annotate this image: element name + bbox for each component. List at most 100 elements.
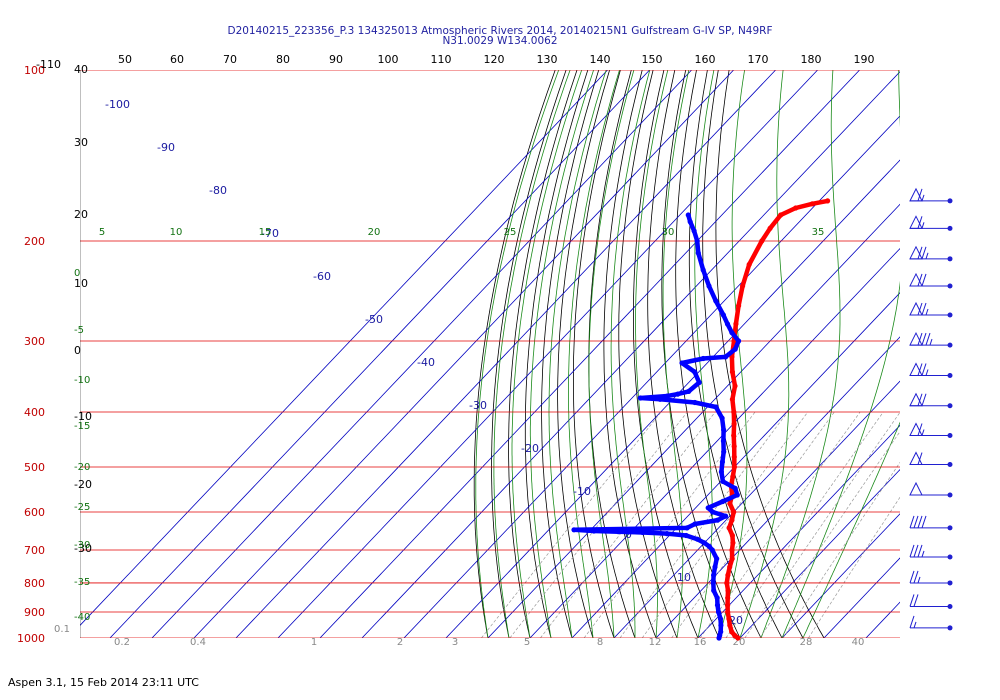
isotherm xyxy=(403,115,900,638)
isotherm-label: -50 xyxy=(365,313,383,326)
theta-top-label: 50 xyxy=(118,53,132,66)
wind-barb-full xyxy=(909,594,915,607)
temperature-point xyxy=(731,454,737,460)
left-temp-label: -20 xyxy=(74,478,92,491)
dewpoint-point xyxy=(664,531,670,537)
wind-barb-full xyxy=(917,452,923,465)
isotherm-label: -10 xyxy=(573,485,591,498)
wind-barb-full xyxy=(917,515,923,529)
wind-barb-half xyxy=(921,194,925,202)
isotherm-label: -30 xyxy=(469,399,487,412)
pressure-label: 100 xyxy=(24,64,45,77)
dewpoint-point xyxy=(679,360,685,366)
moist-adiabat xyxy=(781,70,900,638)
moist-adiabat-label: 25 xyxy=(504,227,517,238)
wind-barb-half xyxy=(925,252,929,259)
temperature-point xyxy=(729,556,735,562)
dewpoint-point xyxy=(692,521,698,527)
moist-adiabat xyxy=(529,70,594,638)
temperature-point xyxy=(740,283,746,289)
wind-barb-full xyxy=(917,188,923,202)
isotherm xyxy=(80,70,608,626)
wind-barb-pennant xyxy=(909,392,923,407)
wind-barb xyxy=(909,451,953,468)
dewpoint-point xyxy=(713,404,719,410)
wind-barb-full xyxy=(921,273,927,287)
dewpoint-point xyxy=(711,587,717,594)
pressure-label: 600 xyxy=(24,506,45,519)
moist-adiabat xyxy=(802,421,900,638)
wind-barb-full xyxy=(917,393,923,406)
isotherm-label: -60 xyxy=(313,270,331,283)
dry-adiabat xyxy=(557,70,610,638)
theta-top-label: 170 xyxy=(748,53,769,66)
dewpoint-point xyxy=(709,547,715,553)
isotherm-label: -70 xyxy=(261,227,279,240)
mixing-ratio-label: 3 xyxy=(452,637,458,648)
wind-barb-full xyxy=(921,393,927,406)
dewpoint-point xyxy=(684,525,690,531)
isotherm xyxy=(908,70,1000,638)
temperature-point xyxy=(725,572,731,578)
dewpoint-point xyxy=(692,399,698,406)
dewpoint-point xyxy=(718,629,724,635)
dewpoint-point xyxy=(675,391,681,397)
temperature-point xyxy=(730,540,736,546)
temperature-point xyxy=(732,383,738,389)
wind-barb-pennant xyxy=(909,272,923,287)
temperature-point xyxy=(793,205,799,211)
isotherm-label: -40 xyxy=(417,356,435,369)
theta-top-label: 190 xyxy=(854,53,875,66)
mixing-ratio-label: 20 xyxy=(733,637,746,648)
dewpoint-point xyxy=(615,529,622,535)
dry-adiabat xyxy=(603,70,657,638)
moist-adiabat xyxy=(511,70,583,638)
wind-barb xyxy=(909,215,953,231)
wind-barb-full xyxy=(913,570,919,584)
dewpoint-point xyxy=(700,355,706,362)
mixing-ratio-label: 0.2 xyxy=(114,637,130,648)
wind-barb-pennant xyxy=(909,301,923,316)
wind-barb-full xyxy=(909,544,915,558)
dewpoint-point xyxy=(706,283,712,289)
wind-barb-half xyxy=(925,308,929,316)
temperature-point xyxy=(727,564,733,570)
wind-barb-full xyxy=(921,246,927,259)
mixing-ratio-label: 16 xyxy=(694,637,707,648)
left-green-label: -5 xyxy=(74,325,84,336)
dry-adiabat xyxy=(702,70,804,638)
temperature-point xyxy=(729,532,736,539)
wind-barb-full xyxy=(917,423,923,436)
chart-title-line1: D20140215_223356_P.3 134325013 Atmospher… xyxy=(227,25,772,37)
theta-top-label: 60 xyxy=(170,53,184,66)
mixing-ratio-label: 5 xyxy=(524,637,530,648)
theta-top-label: 130 xyxy=(537,53,558,66)
mixing-ratio-label: 1 xyxy=(311,637,317,648)
isotherm xyxy=(781,513,900,638)
dewpoint-point xyxy=(695,250,701,256)
temperature-point xyxy=(729,547,735,553)
dry-adiabat xyxy=(647,70,720,638)
temperature-point xyxy=(759,238,765,244)
temperature-point xyxy=(731,409,737,415)
dewpoint-point xyxy=(694,536,701,542)
dewpoint-point xyxy=(692,369,698,375)
dry-adiabat xyxy=(675,70,762,638)
temperature-point xyxy=(724,580,730,586)
isotherm-label: 20 xyxy=(729,614,743,627)
wind-barb-pennant xyxy=(909,422,923,436)
theta-top-label: 150 xyxy=(642,53,663,66)
isotherm xyxy=(739,468,900,638)
dewpoint-point xyxy=(664,393,671,399)
moist-adiabat xyxy=(568,70,620,638)
wind-barb-pennant xyxy=(909,245,923,260)
wind-barb-half xyxy=(929,338,933,346)
wind-barb-half xyxy=(921,429,925,436)
left-temp-label: 0 xyxy=(74,344,81,357)
wind-barb-full xyxy=(917,363,923,376)
theta-top-label: 120 xyxy=(484,53,505,66)
wind-barb-pennant xyxy=(909,481,923,496)
left-temp-label: -110 xyxy=(36,58,61,71)
dewpoint-point xyxy=(714,602,721,608)
wind-barb-full xyxy=(921,515,927,529)
